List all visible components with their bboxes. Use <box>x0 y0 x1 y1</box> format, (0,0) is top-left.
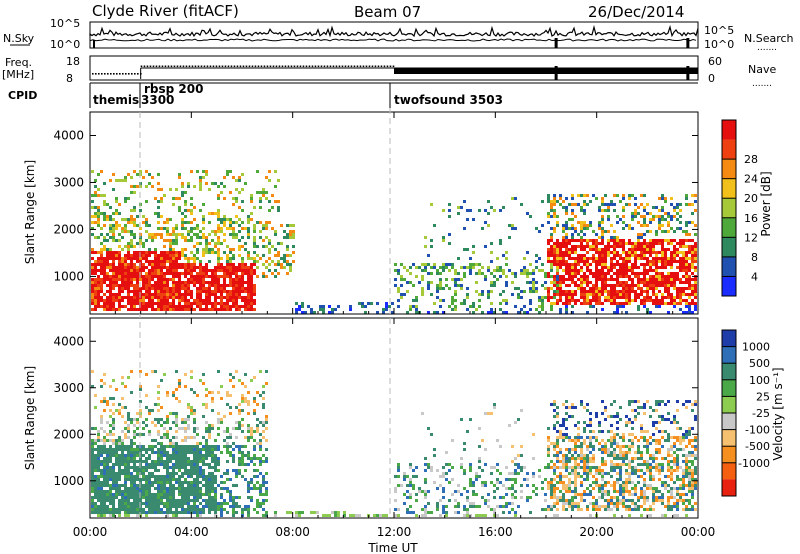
range-tick-label: 3000 <box>53 175 84 189</box>
colorbar-tick-label: 8 <box>751 251 758 264</box>
colorbar-segment <box>722 446 736 463</box>
colorbar-tick-label: 1000 <box>742 341 770 354</box>
cpid-3300: 3300 <box>141 93 174 107</box>
colorbar-segment <box>722 363 736 380</box>
colorbar-segment <box>722 178 736 199</box>
colorbar-tick-label: -1000 <box>738 457 770 470</box>
nsearch-dots: ....... <box>757 43 777 53</box>
colorbar-tick-label: -100 <box>745 424 770 437</box>
velocity-colorbar: 1000 500 100 25 -25 -100 -500 -1000 <box>721 329 770 497</box>
time-tick-label: 00:00 <box>681 525 716 539</box>
freq-unit-label: [MHz] <box>2 68 34 81</box>
nsky-label: N.Sky <box>3 32 35 45</box>
power-colorbar: 4 8 12 16 20 24 28 <box>721 119 758 297</box>
colorbar-segment <box>722 120 736 140</box>
noise-tick-top-right: 10^5 <box>704 24 734 37</box>
freq-tick-top: 18 <box>66 55 80 68</box>
colorbar-tick-label: -25 <box>752 407 770 420</box>
velocity-colorbar-label: Velocity [m s⁻¹] <box>771 367 785 460</box>
colorbar-segment <box>722 139 736 160</box>
colorbar-tick-label: 16 <box>744 212 758 225</box>
colorbar-tick-label: 20 <box>744 192 758 205</box>
range-tick-label: 4000 <box>53 334 84 348</box>
time-tick-label: 00:00 <box>73 525 108 539</box>
colorbar-tick-label: 4 <box>751 270 758 283</box>
range-tick-label: 3000 <box>53 381 84 395</box>
cpid-rbsp: rbsp 200 <box>144 82 203 96</box>
colorbar-segment <box>722 237 736 257</box>
colorbar-tick-label: 500 <box>749 357 770 370</box>
time-tick-label: 12:00 <box>377 525 412 539</box>
colorbar-segment <box>722 396 736 413</box>
colorbar-frame <box>721 119 737 297</box>
colorbar-tick-label: 24 <box>744 173 758 186</box>
time-tick-label: 16:00 <box>478 525 513 539</box>
power-scatter <box>91 170 697 314</box>
colorbar-segment <box>722 330 736 347</box>
range-tick-label: 1000 <box>53 269 84 283</box>
time-axis-label: Time UT <box>367 541 418 554</box>
colorbar-segment <box>722 479 736 496</box>
time-tick-label: 08:00 <box>275 525 310 539</box>
power-colorbar-label: Power [dB] <box>759 171 773 236</box>
nave-tick-top: 60 <box>708 55 722 68</box>
colorbar-tick-label: 100 <box>749 374 770 387</box>
noise-strip <box>89 24 699 48</box>
nave-band <box>394 68 698 74</box>
colorbar-segment <box>722 462 736 480</box>
nsearch-label: N.Search <box>744 32 794 45</box>
colorbar-segment <box>722 198 736 218</box>
time-tick-label: 04:00 <box>174 525 209 539</box>
nave-tick-bottom: 0 <box>708 72 715 85</box>
cpid-themis: themis <box>93 93 139 107</box>
velocity-y-axis: 1000 2000 3000 4000 <box>53 334 698 488</box>
beam-title: Beam 07 <box>354 3 421 21</box>
noise-tick-bottom-left: 10^0 <box>50 38 80 51</box>
noise-search-trace <box>89 38 697 42</box>
range-tick-label: 4000 <box>53 128 84 142</box>
colorbar-segment <box>722 379 736 397</box>
noise-sky-trace <box>89 24 699 38</box>
colorbar-segment <box>722 159 736 179</box>
station-title: Clyde River (fitACF) <box>92 2 239 20</box>
noise-tick-top-left: 10^5 <box>50 17 80 30</box>
colorbar-segment <box>722 256 736 277</box>
colorbar-segment <box>722 429 736 447</box>
range-tick-label: 2000 <box>53 222 84 236</box>
cpid-label: CPID <box>8 89 37 102</box>
freq-label: Freq. <box>5 56 32 69</box>
date-title: 26/Dec/2014 <box>588 3 684 21</box>
colorbar-tick-label: 28 <box>744 153 758 166</box>
power-y-axis: 1000 2000 3000 4000 <box>53 128 698 283</box>
colorbar-segment <box>722 276 736 296</box>
time-axis: 00:00 04:00 08:00 12:00 16:00 20:00 00:00 <box>73 112 716 539</box>
colorbar-tick-label: -500 <box>745 440 770 453</box>
colorbar-segment <box>722 217 736 238</box>
range-tick-label: 2000 <box>53 427 84 441</box>
freq-nave-strip <box>92 65 698 80</box>
colorbar-tick-label: 25 <box>756 390 770 403</box>
noise-tick-bottom-right: 10^0 <box>704 38 734 51</box>
velocity-scatter <box>91 370 697 517</box>
range-tick-label: 1000 <box>53 474 84 488</box>
power-ylabel: Slant Range [km] <box>23 160 37 264</box>
velocity-ylabel: Slant Range [km] <box>23 366 37 470</box>
colorbar-segment <box>722 413 736 430</box>
colorbar-tick-label: 12 <box>744 231 758 244</box>
nave-dots: ....... <box>752 79 772 89</box>
cpid-twofsound: twofsound 3503 <box>394 93 503 107</box>
colorbar-segment <box>722 346 736 364</box>
nave-label: Nave <box>748 63 776 76</box>
freq-tick-bottom: 8 <box>66 72 73 85</box>
time-tick-label: 20:00 <box>579 525 614 539</box>
